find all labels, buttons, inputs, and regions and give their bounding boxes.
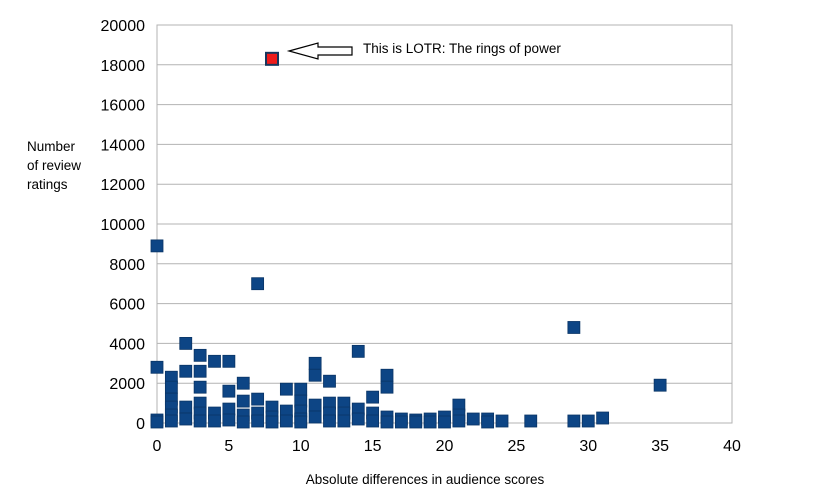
data-point [308, 398, 322, 412]
data-point [308, 356, 322, 370]
data-point [150, 415, 164, 429]
data-point [596, 411, 610, 425]
data-point [179, 364, 193, 378]
data-points [150, 239, 667, 429]
x-tick-label: 40 [723, 438, 741, 455]
data-point [308, 368, 322, 382]
x-axis-tick-labels: 0 5 10 15 20 25 30 35 40 [153, 438, 741, 455]
y-tick-label: 18000 [101, 58, 146, 75]
x-tick-label: 25 [507, 438, 525, 455]
data-point [380, 415, 394, 429]
data-point [366, 390, 380, 404]
y-tick-label: 16000 [101, 98, 146, 115]
data-point [208, 414, 221, 428]
data-point [524, 414, 538, 428]
x-tick-label: 15 [364, 438, 382, 455]
y-tick-label: 4000 [109, 336, 145, 353]
data-point [222, 402, 236, 416]
data-point [179, 412, 193, 426]
data-point [380, 380, 394, 394]
x-tick-label: 20 [436, 438, 454, 455]
data-point [164, 414, 178, 428]
highlight-point [265, 51, 279, 66]
y-tick-label: 14000 [101, 137, 146, 154]
data-point [193, 364, 207, 378]
data-point [495, 414, 509, 428]
annotation-arrow [286, 42, 353, 60]
data-point [222, 354, 236, 368]
data-point [265, 415, 279, 429]
data-point [294, 415, 308, 429]
data-point [394, 415, 408, 429]
y-tick-label: 2000 [109, 376, 145, 393]
data-point [323, 414, 336, 428]
data-point [351, 412, 365, 426]
data-point [236, 415, 250, 429]
data-point [567, 321, 581, 334]
data-point [222, 384, 236, 398]
x-tick-label: 30 [579, 438, 597, 455]
data-point [193, 414, 207, 428]
data-point [193, 348, 207, 362]
data-point [208, 354, 221, 368]
x-tick-label: 0 [153, 438, 162, 455]
data-point [150, 239, 164, 253]
data-point [251, 392, 265, 406]
y-tick-label: 6000 [109, 297, 145, 314]
y-axis-label: Number of review ratings [27, 139, 81, 192]
left-arrow-icon [286, 42, 353, 60]
data-point [481, 415, 495, 429]
data-point [380, 368, 394, 382]
data-point [409, 415, 423, 429]
data-point [179, 336, 193, 350]
y-tick-label: 20000 [101, 18, 146, 35]
data-point [323, 374, 336, 388]
data-point [308, 410, 322, 424]
y-axis-tick-labels: 0 2000 4000 6000 8000 10000 12000 14000 16000 180… [101, 18, 146, 433]
data-point [236, 394, 250, 408]
y-tick-label: 0 [136, 416, 145, 433]
data-point [567, 414, 581, 428]
data-point [193, 380, 207, 394]
data-point [366, 414, 380, 428]
x-tick-label: 35 [651, 438, 669, 455]
x-tick-label: 5 [224, 438, 233, 455]
data-point [653, 378, 667, 392]
x-tick-label: 10 [292, 438, 310, 455]
y-tick-label: 10000 [101, 217, 146, 234]
x-axis-label: Absolute differences in audience scores [306, 472, 545, 487]
annotation-text: This is LOTR: The rings of power [363, 41, 561, 56]
data-point [279, 414, 293, 428]
data-point [279, 382, 293, 396]
data-point [179, 400, 193, 414]
y-tick-label: 12000 [101, 177, 146, 194]
data-point [236, 376, 250, 390]
data-point [581, 414, 595, 428]
data-point [337, 414, 351, 428]
data-point [222, 413, 236, 427]
data-point [164, 380, 178, 394]
data-point [466, 412, 480, 426]
y-tick-label: 8000 [109, 257, 145, 274]
y-axis-label-line-2: of review [27, 158, 81, 173]
highlight-point-group [265, 51, 279, 66]
y-axis-label-line-1: Number [27, 139, 76, 154]
data-point [452, 414, 466, 428]
y-axis-label-line-3: ratings [27, 177, 68, 192]
data-point [150, 360, 164, 374]
data-point [251, 414, 265, 428]
data-point [438, 415, 451, 429]
grid-lines [157, 24, 732, 424]
data-point [351, 344, 365, 358]
data-point [251, 277, 265, 291]
data-point [423, 415, 437, 429]
data-point [294, 382, 308, 396]
